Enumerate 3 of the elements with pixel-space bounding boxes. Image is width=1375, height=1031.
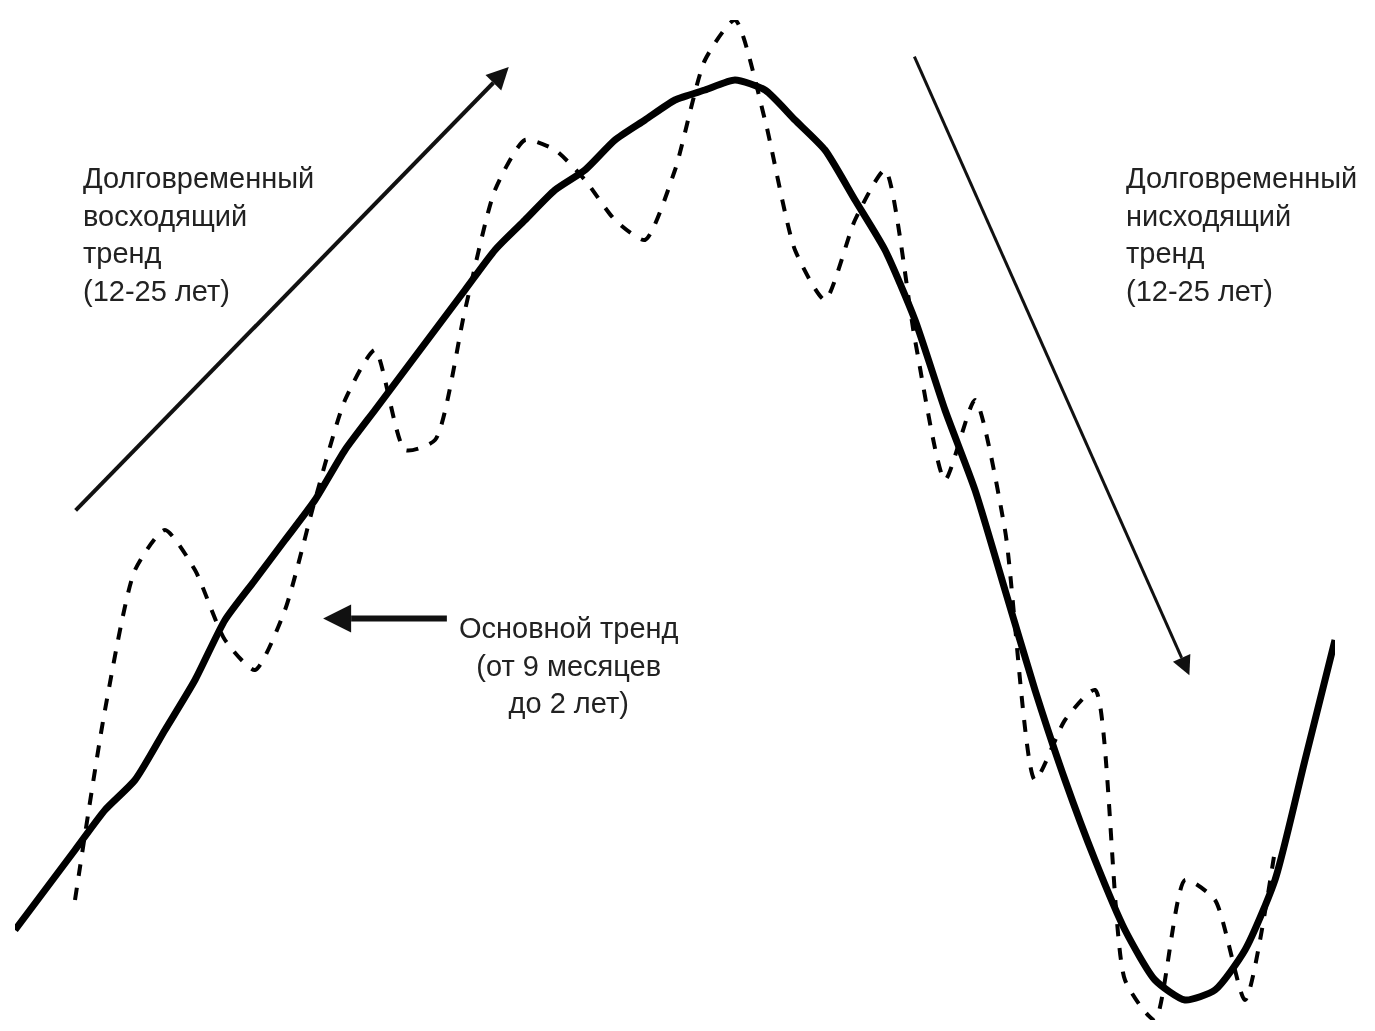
annotation: Долговременный восходящий тренд (12-25 лет) xyxy=(83,162,315,308)
annotation: Основной тренд (от 9 месяцев до 2 лет) xyxy=(459,612,679,720)
annotation: Долговременный нисходящий тренд (12-25 лет) xyxy=(1126,162,1358,308)
